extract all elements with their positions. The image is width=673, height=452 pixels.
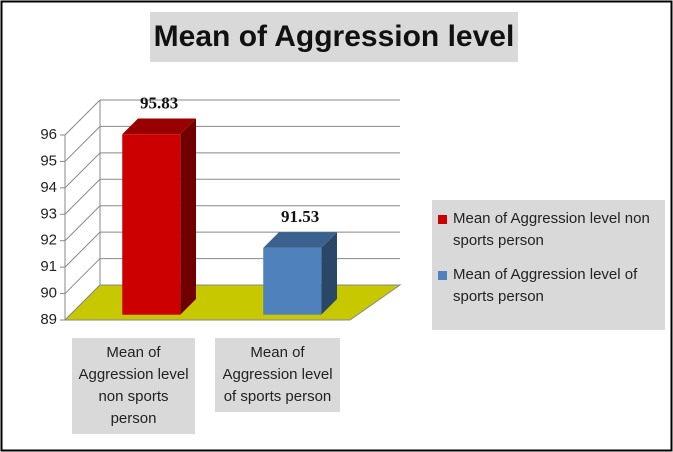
grid-line	[64, 126, 101, 162]
y-tick-label: 94	[40, 179, 57, 196]
chart-title: Mean of Aggression level	[150, 12, 518, 62]
grid-line	[64, 99, 101, 136]
data-label: 95.83	[140, 93, 178, 112]
legend-item: Mean of Aggression level of sports perso…	[438, 264, 659, 308]
y-tick-label: 93	[40, 205, 57, 222]
y-tick-label: 95	[40, 152, 57, 169]
y-tick-label: 90	[40, 285, 57, 302]
grid-line	[64, 178, 101, 215]
bar-top	[263, 232, 337, 248]
legend-label: Mean of Aggression level of sports perso…	[453, 266, 638, 305]
y-tick-label: 89	[40, 311, 57, 328]
grid-line	[64, 205, 101, 242]
grid-line	[64, 152, 101, 189]
grid-line	[64, 231, 101, 268]
bar	[263, 247, 322, 315]
y-tick-label: 92	[40, 232, 57, 249]
legend: Mean of Aggression level non sports pers…	[432, 200, 665, 330]
legend-swatch	[438, 271, 447, 280]
legend-label: Mean of Aggression level non sports pers…	[453, 210, 650, 249]
y-tick-label: 91	[40, 258, 57, 275]
bar	[122, 134, 181, 315]
bar-top	[122, 118, 196, 135]
x-tick-label: Mean of Aggression level non sports pers…	[72, 338, 195, 434]
floor	[63, 284, 402, 321]
y-tick-label: 96	[40, 126, 57, 143]
legend-item: Mean of Aggression level non sports pers…	[438, 208, 659, 252]
bar-side	[321, 232, 337, 315]
legend-swatch	[438, 215, 447, 224]
x-tick-label: Mean of Aggression level of sports perso…	[215, 338, 340, 412]
bar-side	[180, 118, 196, 315]
grid-line	[64, 258, 101, 294]
data-label: 91.53	[281, 207, 319, 226]
